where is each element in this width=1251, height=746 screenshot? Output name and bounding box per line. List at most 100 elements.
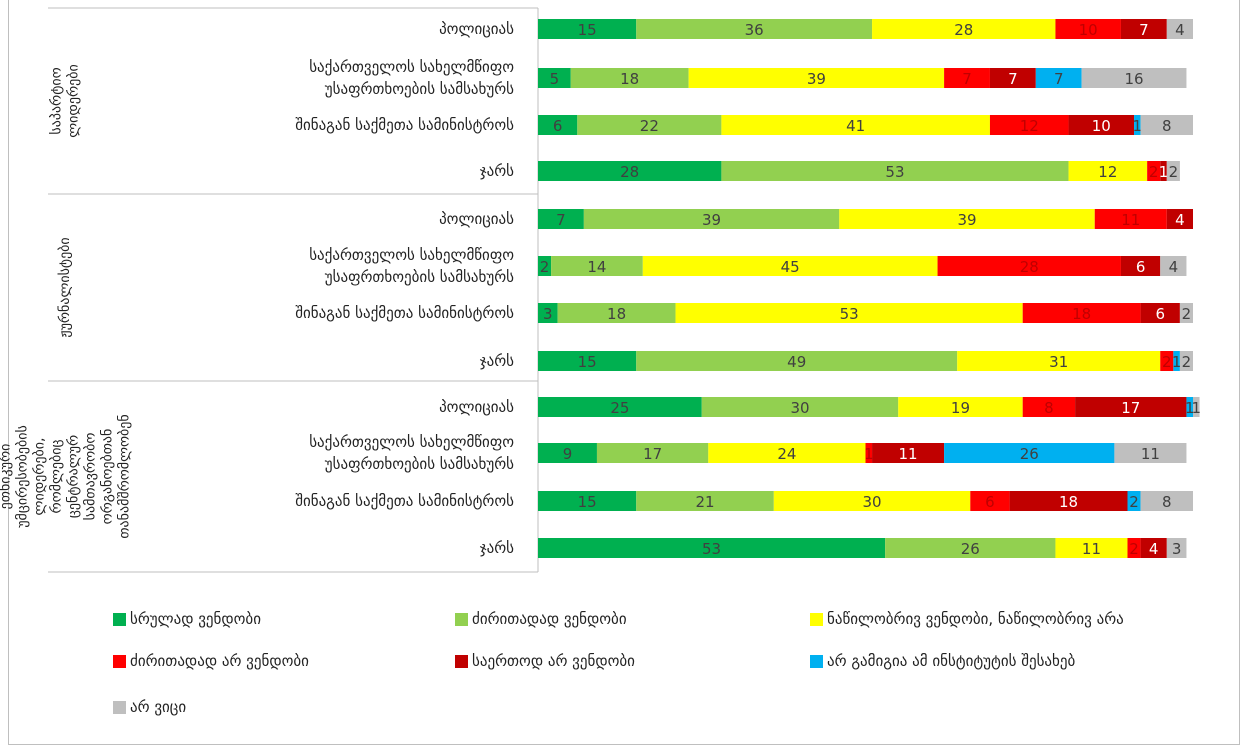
bar-segment [1068,115,1135,135]
bar-segment [538,68,571,88]
data-label: 14 [587,258,606,276]
legend-item: არ ვიცი [113,697,186,717]
data-label: 15 [578,21,597,39]
category-label: ჯარს [480,539,514,557]
data-label: 1 [1159,163,1169,181]
data-label: 36 [745,21,764,39]
data-label: 1 [864,445,874,463]
bar-segment [538,19,637,39]
data-label: 30 [790,399,809,417]
bar-segment [721,161,1069,181]
bar-segment [583,209,840,229]
data-label: 12 [1020,117,1039,135]
data-label: 45 [781,258,800,276]
data-label: 10 [1079,21,1098,39]
category-label: საქართველოს სახელმწიფო უსაფრთხოების სამსა… [309,433,514,473]
data-label: 28 [954,21,973,39]
bar-segment [944,68,990,88]
category-label: პოლიციას [439,398,514,416]
bar-segment [596,443,709,463]
bar-segment [1009,491,1128,511]
bar-segment [1140,538,1167,558]
data-label: 7 [1139,21,1149,39]
bar-segment [551,256,643,276]
bar-segment [1120,256,1161,276]
bar-segment [636,491,774,511]
data-label: 6 [1136,258,1146,276]
legend-swatch [455,654,468,668]
bar-segment [557,303,676,323]
data-label: 11 [899,445,918,463]
data-label: 1 [1172,353,1182,371]
data-label: 16 [1125,70,1144,88]
bar-segment [1179,303,1193,323]
data-label: 12 [1098,163,1117,181]
bar-segment [1160,161,1167,181]
legend-swatch [810,612,823,626]
data-label: 24 [777,445,796,463]
bar-segment [1055,19,1121,39]
legend-item: ნაწილობრივ ვენდობი, ნაწილობრივ არა [810,609,1124,629]
bar-segment [937,256,1121,276]
legend-item: საერთოდ არ ვენდობი [455,651,635,671]
data-label: 25 [610,399,629,417]
bar-segment [872,19,1056,39]
bar-segment [1160,351,1174,371]
bar-segment [1114,443,1187,463]
bar-segment [1160,256,1187,276]
data-label: 28 [620,163,639,181]
category-label: პოლიციას [439,20,514,38]
data-label: 2 [1129,540,1139,558]
bar-segment [885,538,1056,558]
group-label: ეთნიკურიუმცირესობებისლიდერები,რომლებიცცე… [0,414,133,538]
data-label: 41 [846,117,865,135]
bar-segment [1035,68,1082,88]
data-label: 39 [807,70,826,88]
data-label: 53 [702,540,721,558]
bar-segment [989,115,1069,135]
legend-swatch [113,654,126,668]
bar-segment [538,209,584,229]
data-label: 7 [556,211,566,229]
bar-segment [570,68,689,88]
data-label: 17 [1121,399,1140,417]
data-label: 22 [640,117,659,135]
data-label: 9 [563,445,573,463]
data-label: 3 [1172,540,1182,558]
bar-segment [675,303,1023,323]
legend-item: სრულად ვენდობი [113,609,261,629]
data-label: 19 [951,399,970,417]
legend-swatch [113,612,126,626]
data-label: 26 [1020,445,1039,463]
data-label: 2 [1149,163,1159,181]
bar-segment [538,351,637,371]
legend-label: სრულად ვენდობი [130,610,261,628]
group-label: საპარტიოლიდერები [48,64,82,137]
bar-segment [1022,303,1141,323]
data-label: 1 [1192,399,1202,417]
bar-segment [970,491,1010,511]
bar-segment [642,256,938,276]
bar-segment [865,443,873,463]
data-label: 10 [1092,117,1111,135]
data-label: 11 [1082,540,1101,558]
bar-segment [1075,397,1187,417]
bar-segment [1127,538,1141,558]
bar-segment [1127,491,1141,511]
bar-segment [773,491,971,511]
bar-segment [1186,397,1193,417]
bar-segment [538,538,886,558]
legend-label: ნაწილობრივ ვენდობი, ნაწილობრივ არა [827,610,1124,628]
bar-segment [721,115,990,135]
legend-label: საერთოდ არ ვენდობი [472,652,635,670]
data-label: 4 [1149,540,1159,558]
data-label: 6 [985,493,995,511]
bar-segment [538,115,578,135]
bar-segment [538,491,637,511]
legend-swatch [455,612,468,626]
data-label: 1 [1185,399,1195,417]
data-label: 15 [578,353,597,371]
data-label: 15 [578,493,597,511]
category-label: ჯარს [480,162,514,180]
bar-segment [538,256,552,276]
